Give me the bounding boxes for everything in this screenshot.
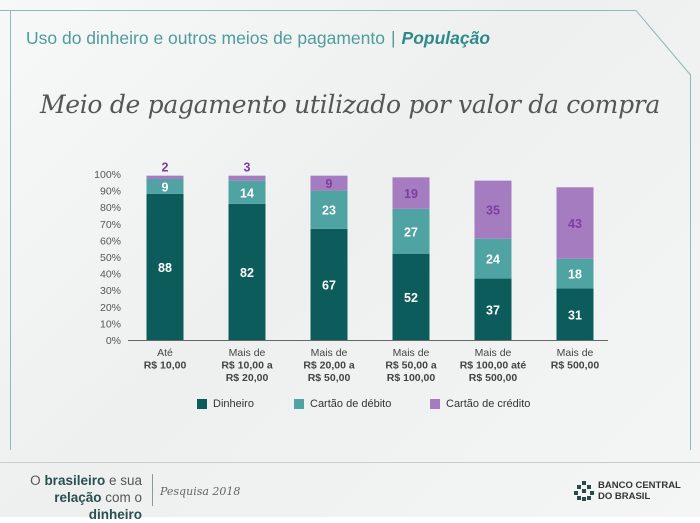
x-tick-label: R$ 100,00 até <box>460 360 527 372</box>
bar-segment-dinheiro <box>392 253 430 340</box>
x-tick-label: R$ 50,00 <box>308 372 351 384</box>
legend-item-credito: Cartão de crédito <box>430 398 530 410</box>
footer-survey: Pesquisa 2018 <box>160 485 241 498</box>
footer-text-bold: relação <box>54 490 102 505</box>
footer-text: com o <box>101 490 142 505</box>
data-label: 43 <box>568 217 582 231</box>
data-label: 35 <box>486 204 500 218</box>
data-label: 67 <box>322 278 336 292</box>
bar-segment-dinheiro <box>310 228 348 340</box>
bar-segment-credito <box>228 175 266 181</box>
footer-separator <box>152 474 153 506</box>
frame-left-line <box>10 10 11 450</box>
header-section: População <box>401 28 491 48</box>
x-tick-label: R$ 20,00 <box>226 372 269 384</box>
data-label: 24 <box>486 253 500 267</box>
data-label: 23 <box>322 204 336 218</box>
x-tick-label: Mais de <box>311 347 348 359</box>
legend-item-debito: Cartão de débito <box>294 398 391 410</box>
x-tick-label: R$ 10,00 a <box>221 360 273 372</box>
bar-segment-debito <box>556 258 594 289</box>
data-label: 9 <box>326 177 333 191</box>
legend-label-debito: Cartão de débito <box>310 398 392 410</box>
footer-text-bold: brasileiro <box>44 473 106 488</box>
bar-segment-credito <box>474 180 512 239</box>
frame-corner <box>636 10 691 76</box>
y-tick-label: 0% <box>106 335 121 347</box>
footer-text-bold: dinheiro <box>88 507 142 522</box>
x-tick-label: Mais de <box>229 347 266 359</box>
data-label: 2 <box>162 161 169 175</box>
legend-label-dinheiro: Dinheiro <box>213 398 254 410</box>
bar-segment-dinheiro <box>556 288 594 340</box>
bar-segment-debito <box>228 180 266 204</box>
x-tick-label: Mais de <box>393 347 430 359</box>
data-label: 37 <box>486 303 500 317</box>
chart-title: Meio de pagamento utilizado por valor da… <box>39 90 661 119</box>
bar-segment-debito <box>392 208 430 254</box>
y-tick-label: 90% <box>100 186 121 198</box>
footer-text: e sua <box>105 473 142 488</box>
x-tick-label: R$ 10,00 <box>144 360 187 372</box>
legend-item-dinheiro: Dinheiro <box>197 398 254 410</box>
header-subtitle: Uso do dinheiro e outros meios de pagame… <box>26 28 385 48</box>
bank-name-line1: BANCO CENTRAL <box>598 480 681 491</box>
data-label: 31 <box>568 308 582 322</box>
data-label: 88 <box>158 261 172 275</box>
header-separator: | <box>390 28 396 48</box>
x-tick-label: Até <box>157 347 173 359</box>
y-tick-label: 30% <box>100 285 121 297</box>
bar-segment-credito <box>392 177 430 209</box>
y-tick-label: 100% <box>94 169 121 181</box>
frame-top-line <box>0 10 636 11</box>
data-label: 19 <box>404 187 418 201</box>
data-label: 3 <box>244 161 251 175</box>
legend-swatch-debito <box>294 399 304 409</box>
stacked-bar-chart: 0% 10% 20% 30% 40% 50% 60% 70% 80% 90% 100% 88 9 2 Até… <box>94 161 608 384</box>
bar-segment-credito <box>310 175 348 191</box>
footer-brand: O brasileiro e sua relação com o dinheir… <box>22 472 142 523</box>
bar-segment-credito <box>556 187 594 259</box>
x-tick-label: Mais de <box>475 347 512 359</box>
data-label: 18 <box>568 268 582 282</box>
y-tick-label: 10% <box>100 318 121 330</box>
bar-segment-dinheiro <box>146 193 184 340</box>
bar-segment-debito <box>310 190 348 229</box>
bcb-logo: BANCO CENTRAL DO BRASIL <box>574 480 681 502</box>
data-label: 9 <box>162 180 169 194</box>
y-tick-label: 70% <box>100 219 121 231</box>
legend-swatch-dinheiro <box>197 399 207 409</box>
y-tick-label: 60% <box>100 235 121 247</box>
x-tick-label: R$ 100,00 <box>387 372 436 384</box>
footer-divider <box>0 462 700 463</box>
y-tick-label: 50% <box>100 252 121 264</box>
footer-text: O <box>30 473 45 488</box>
bcb-emblem-icon <box>574 481 594 501</box>
bar-segment-dinheiro <box>474 278 512 340</box>
legend-swatch-credito <box>430 399 440 409</box>
data-label: 52 <box>404 291 418 305</box>
chart-legend: Dinheiro Cartão de débito Cartão de créd… <box>0 398 700 414</box>
x-tick-label: R$ 50,00 a <box>385 360 437 372</box>
bar-segment-dinheiro <box>228 203 266 340</box>
y-tick-label: 20% <box>100 302 121 314</box>
y-tick-label: 80% <box>100 202 121 214</box>
bank-name-line2: DO BRASIL <box>598 491 651 502</box>
x-tick-label: R$ 20,00 a <box>303 360 355 372</box>
data-label: 82 <box>240 266 254 280</box>
bar-segment-debito <box>474 238 512 279</box>
bar-segment-debito <box>146 178 184 194</box>
legend-label-credito: Cartão de crédito <box>446 398 531 410</box>
frame-right-line <box>690 74 691 450</box>
x-tick-label: R$ 500,00 <box>551 360 600 372</box>
page-header: Uso do dinheiro e outros meios de pagame… <box>26 28 490 49</box>
x-tick-label: Mais de <box>557 347 594 359</box>
data-label: 27 <box>404 225 418 239</box>
y-tick-label: 40% <box>100 269 121 281</box>
data-label: 14 <box>240 186 254 200</box>
bar-segment-credito <box>146 175 184 179</box>
x-tick-label: R$ 500,00 <box>469 372 518 384</box>
